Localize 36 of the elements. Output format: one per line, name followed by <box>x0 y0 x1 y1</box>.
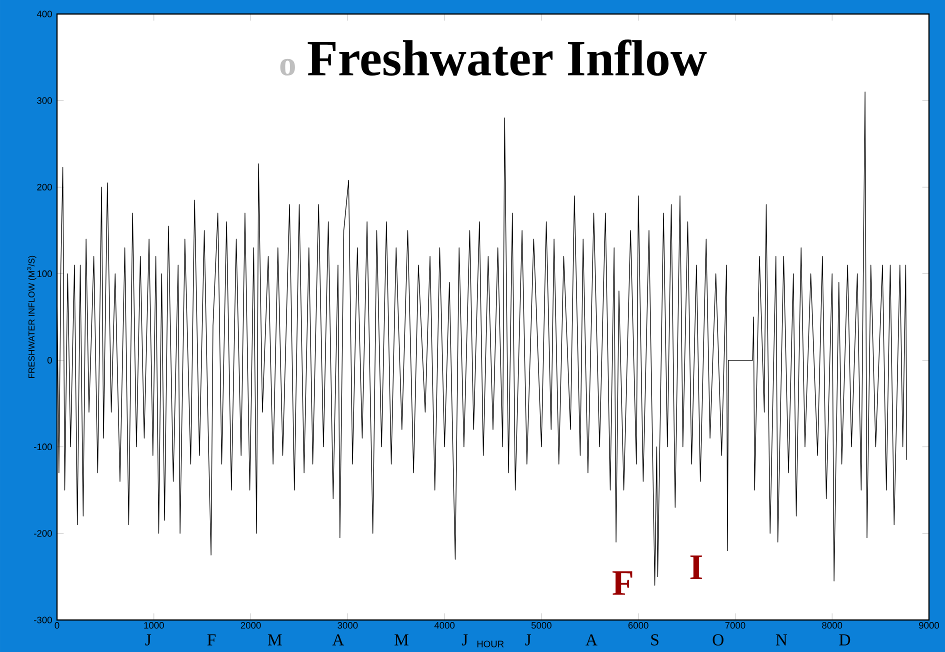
x-tick-label: 4000 <box>434 622 455 629</box>
y-tick-label: -300 <box>34 616 52 624</box>
text: M <box>394 634 408 646</box>
text: A <box>586 634 598 646</box>
x-tick-label: 3000 <box>338 622 358 629</box>
x-axis-title: HOUR <box>477 640 504 648</box>
chart-title: Freshwater Inflow <box>308 40 707 76</box>
x-tick-label: 2000 <box>240 622 261 629</box>
text: N <box>776 634 788 646</box>
x-tick-label: 0 <box>54 622 60 629</box>
text: J <box>462 634 468 646</box>
y-tick-label: -100 <box>34 444 52 450</box>
x-tick-label: 6000 <box>628 622 648 629</box>
y-axis-title: FRESHWATER INFLOW (M$^{3}$/S) <box>26 256 36 378</box>
text: D <box>839 634 850 646</box>
x-tick-label: 7000 <box>725 622 746 629</box>
annotation: F <box>612 571 632 595</box>
text: A <box>332 634 344 646</box>
text: J <box>145 634 152 646</box>
text: F <box>207 634 216 646</box>
x-tick-label: 8000 <box>822 622 842 629</box>
y-tick-label: 200 <box>37 184 52 190</box>
x-tick-label: 9000 <box>919 622 940 629</box>
x-tick-label: 5000 <box>531 622 552 629</box>
text: J <box>525 634 532 646</box>
y-tick-label: 100 <box>37 270 52 278</box>
text: S <box>651 634 658 646</box>
y-tick-label: 300 <box>37 97 52 104</box>
y-tick-label: -200 <box>34 530 52 537</box>
text: M <box>268 634 282 646</box>
annotation: I <box>690 555 702 580</box>
annotation: o <box>280 58 295 76</box>
x-tick-label: 1000 <box>144 622 164 629</box>
y-tick-label: 400 <box>36 10 52 18</box>
y-tick-label: 0 <box>47 356 52 364</box>
text: O <box>712 634 724 646</box>
